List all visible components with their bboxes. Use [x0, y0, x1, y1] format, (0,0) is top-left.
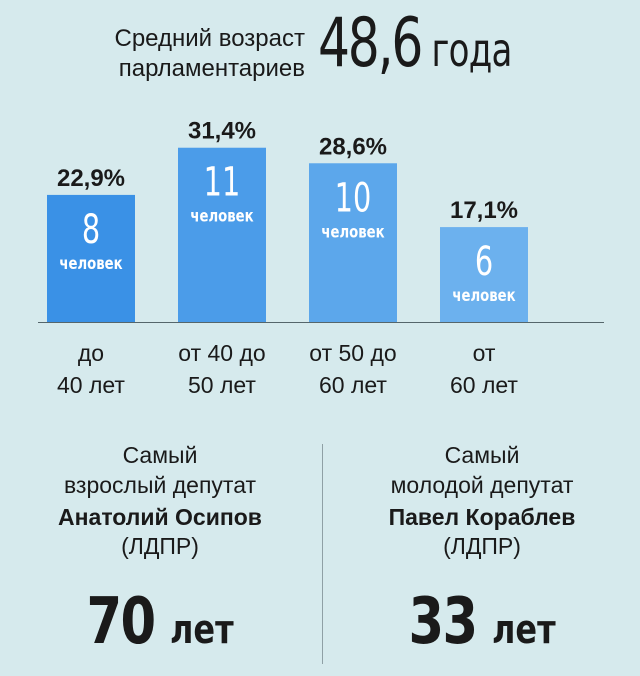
- oldest-deputy-name: Анатолий Осипов: [58, 504, 262, 530]
- category-label-2-line2: 50 лет: [188, 372, 256, 398]
- youngest-deputy-age: 33 лет: [322, 584, 640, 660]
- bar-1: [47, 194, 135, 322]
- oldest-label-line1: Самый: [122, 442, 198, 468]
- average-age-label-line1: Средний возраст: [114, 25, 306, 52]
- youngest-deputy-block: Самый молодой депутат Павел Кораблев (ЛД…: [322, 440, 640, 659]
- bar-percent-label-4: 17,1%: [450, 197, 518, 224]
- bar-4: [440, 227, 528, 322]
- category-label-3-line1: от 50 до: [309, 340, 396, 366]
- column-divider: [322, 444, 323, 664]
- average-age-label: Средний возраст парламентариев: [70, 24, 306, 84]
- header: Средний возраст парламентариев 48,6 года: [0, 0, 640, 100]
- bar-count-2: 11: [204, 160, 241, 206]
- category-label-4-line2: 60 лет: [450, 372, 518, 398]
- oldest-deputy-party: (ЛДПР): [121, 533, 199, 559]
- youngest-label-line1: Самый: [444, 442, 520, 468]
- category-label-1-line2: 40 лет: [57, 372, 125, 398]
- bar-percent-label-3: 28,6%: [319, 133, 387, 160]
- bar-2: [178, 147, 266, 322]
- bar-count-unit-3: человек: [321, 222, 385, 242]
- bar-percent-label-1: 22,9%: [57, 165, 125, 192]
- youngest-label-line2: молодой депутат: [390, 472, 574, 498]
- average-age-unit: года: [431, 23, 513, 77]
- youngest-deputy-name: Павел Кораблев: [388, 504, 576, 530]
- oldest-deputy-block: Самый взрослый депутат Анатолий Осипов (…: [0, 440, 320, 659]
- bar-3: [309, 163, 397, 322]
- bar-count-unit-4: человек: [452, 285, 516, 305]
- category-label-3-line2: 60 лет: [319, 372, 387, 398]
- average-age-number: 48,6: [318, 4, 423, 83]
- youngest-age-unit: лет: [491, 607, 556, 653]
- bar-count-4: 6: [475, 240, 493, 286]
- category-label-1-line1: до: [78, 340, 104, 366]
- oldest-deputy-age: 70 лет: [0, 584, 320, 660]
- category-label-4-line1: от: [473, 340, 496, 366]
- oldest-age-unit: лет: [169, 607, 234, 653]
- oldest-label-line2: взрослый депутат: [63, 472, 257, 498]
- bar-count-3: 10: [335, 176, 372, 222]
- average-age-value: 48,6 года: [318, 4, 512, 90]
- bar-count-unit-1: человек: [59, 253, 123, 273]
- bar-percent-label-2: 31,4%: [188, 118, 256, 145]
- youngest-deputy-party: (ЛДПР): [443, 533, 521, 559]
- category-label-2-line1: от 40 до: [178, 340, 265, 366]
- youngest-age-number: 33: [408, 585, 479, 659]
- bar-count-unit-2: человек: [190, 206, 254, 226]
- bar-count-1: 8: [82, 207, 100, 253]
- average-age-label-line2: парламентариев: [118, 55, 305, 82]
- oldest-age-number: 70: [86, 585, 157, 659]
